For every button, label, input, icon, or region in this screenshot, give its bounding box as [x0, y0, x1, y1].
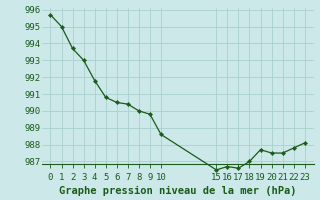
X-axis label: Graphe pression niveau de la mer (hPa): Graphe pression niveau de la mer (hPa)	[59, 186, 296, 196]
